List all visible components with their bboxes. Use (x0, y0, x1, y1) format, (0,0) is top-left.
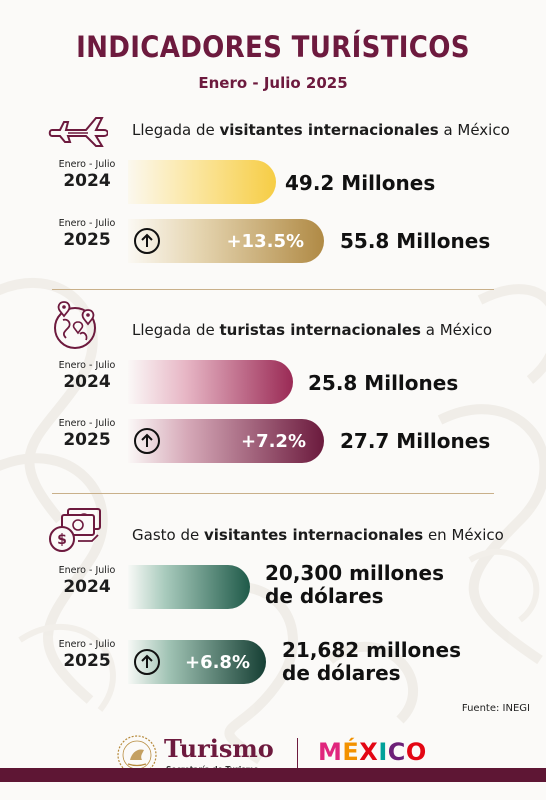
logo-separator (297, 738, 298, 772)
globe-pins-icon (54, 301, 96, 349)
period-label-2024: Enero - Julio 2024 (58, 360, 116, 392)
mexico-logo: MÉXICO (318, 738, 427, 766)
footer: Turismo Secretaría de Turismo MÉXICO (0, 732, 546, 782)
period-label-2024: Enero - Julio 2024 (58, 565, 116, 597)
page-subtitle: Enero - Julio 2025 (198, 74, 348, 92)
value-2025: 27.7 Millones (340, 429, 491, 453)
bar-2025 (128, 419, 324, 463)
value-2024: 20,300 millones de dólares (265, 561, 444, 608)
section-divider (52, 493, 494, 494)
section-heading: Llegada de visitantes internacionales a … (132, 121, 510, 139)
arrow-up-icon (134, 428, 160, 454)
value-2024: 49.2 Millones (285, 171, 436, 195)
svg-text:$: $ (57, 532, 67, 548)
change-percent: +6.8% (184, 652, 250, 673)
bar-2024 (128, 565, 250, 609)
section-divider (52, 289, 494, 290)
change-percent: +13.5% (226, 231, 304, 252)
source-note: Fuente: INEGI (461, 703, 530, 714)
arrow-up-icon (134, 228, 160, 254)
period-label-2025: Enero - Julio 2025 (58, 639, 116, 671)
turismo-logo-text: Turismo (164, 734, 274, 763)
value-2025: 55.8 Millones (340, 229, 491, 253)
value-2024: 25.8 Millones (308, 371, 459, 395)
airplane-icon (48, 117, 108, 147)
period-label-2025: Enero - Julio 2025 (58, 418, 116, 450)
period-label-2025: Enero - Julio 2025 (58, 218, 116, 250)
bar-2024 (128, 360, 293, 404)
footer-bar (0, 768, 546, 782)
value-2025: 21,682 millones de dólares (282, 638, 461, 685)
change-percent: +7.2% (240, 431, 306, 452)
arrow-up-icon (134, 649, 160, 675)
money-icon: $ (49, 508, 101, 552)
section-heading: Gasto de visitantes internacionales en M… (132, 526, 504, 544)
page-title: INDICADORES TURÍSTICOS (76, 30, 470, 64)
bar-2025 (128, 219, 324, 263)
section-heading: Llegada de turistas internacionales a Mé… (132, 321, 493, 339)
period-label-2024: Enero - Julio 2024 (58, 159, 116, 191)
bar-2024 (128, 160, 276, 204)
